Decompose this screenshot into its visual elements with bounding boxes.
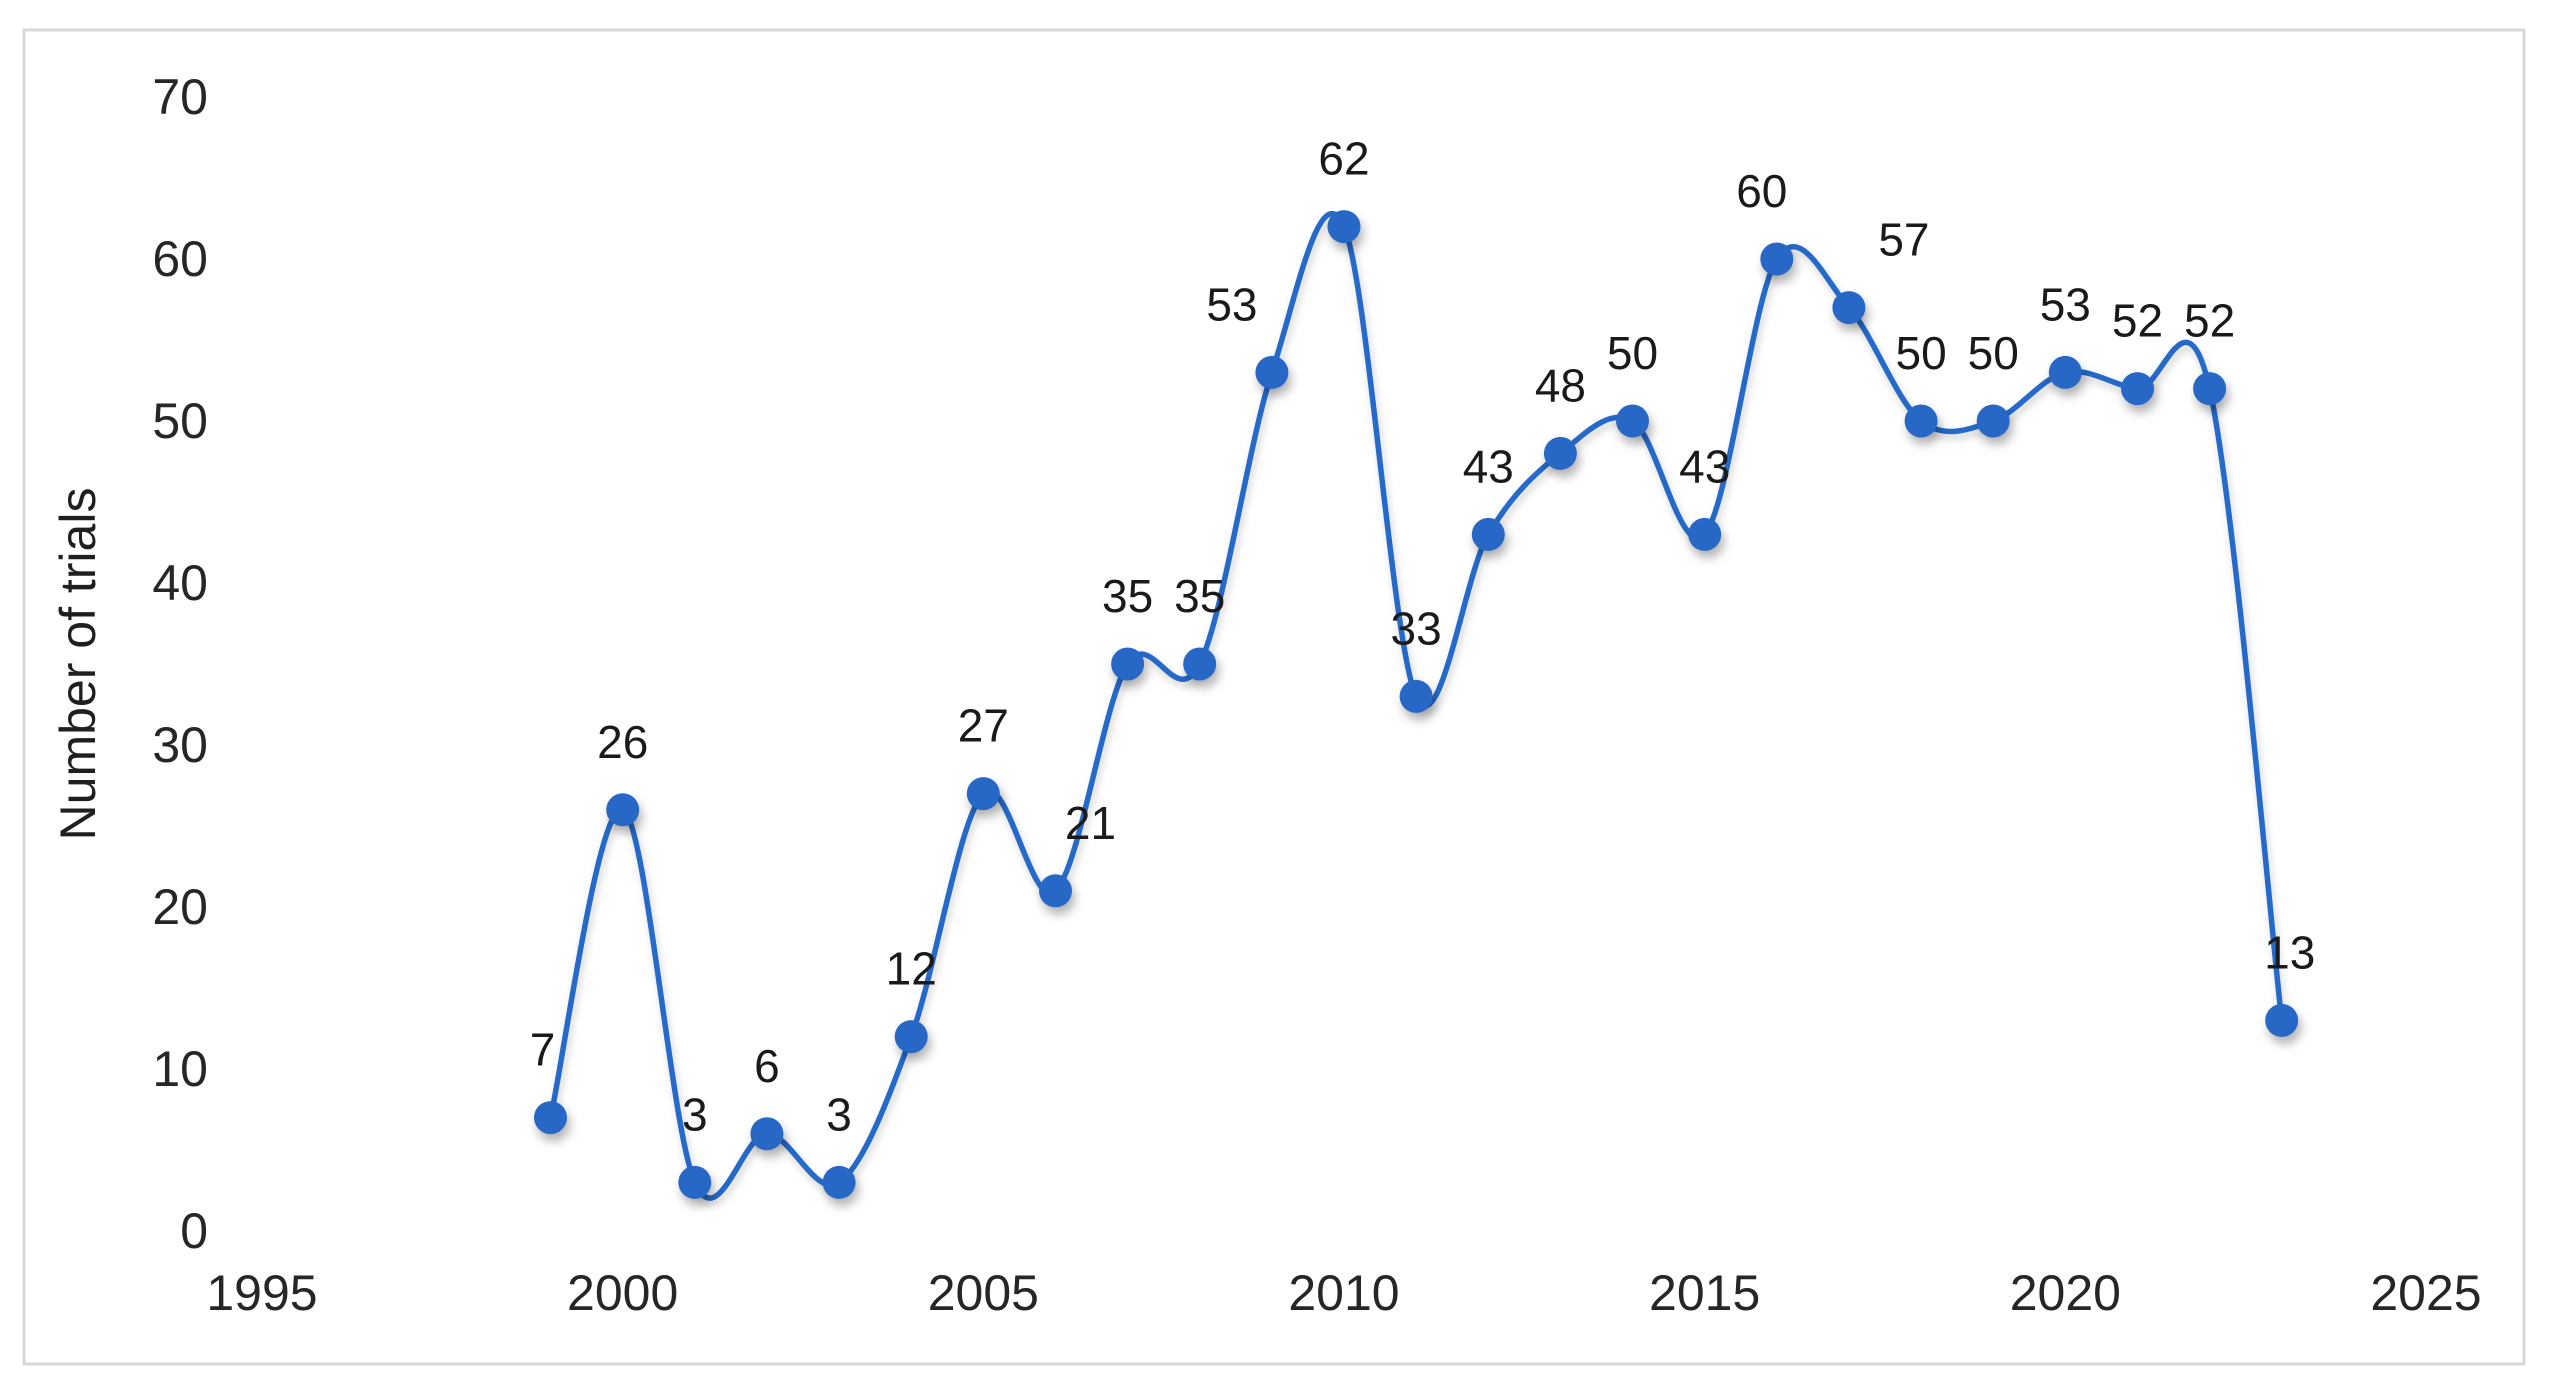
data-point-label: 60 <box>1736 165 1787 217</box>
data-point-marker <box>1399 679 1433 713</box>
data-point-marker <box>1616 404 1649 438</box>
data-point-label: 3 <box>826 1088 852 1140</box>
data-point-marker <box>1039 874 1072 908</box>
data-point-label: 26 <box>597 716 648 768</box>
data-point-label: 53 <box>2040 278 2091 330</box>
data-point-marker <box>1760 242 1794 276</box>
y-tick-label: 20 <box>152 879 208 935</box>
y-tick-label: 70 <box>152 69 208 125</box>
data-point-label: 21 <box>1065 797 1116 849</box>
x-tick-label: 2000 <box>567 1265 678 1321</box>
data-point-label: 35 <box>1174 570 1225 622</box>
data-point-label: 3 <box>682 1088 708 1140</box>
data-point-label: 6 <box>754 1040 780 1092</box>
data-point-marker <box>1832 291 1866 325</box>
data-point-label: 52 <box>2112 295 2163 347</box>
data-point-marker <box>1688 517 1722 551</box>
data-point-label: 50 <box>1896 327 1947 379</box>
data-point-label: 52 <box>2184 295 2235 347</box>
data-point-label: 33 <box>1391 602 1442 654</box>
data-point-label: 57 <box>1878 214 1929 266</box>
data-point-label: 48 <box>1535 359 1586 411</box>
x-tick-label: 2020 <box>2010 1265 2121 1321</box>
data-point-marker <box>1976 404 2010 438</box>
data-point-label: 13 <box>2264 926 2315 978</box>
data-point-label: 43 <box>1679 440 1730 492</box>
y-tick-label: 10 <box>152 1041 208 1097</box>
chart-area-border <box>22 28 2526 1366</box>
data-point-marker <box>678 1165 712 1199</box>
y-axis-title: Number of trials <box>50 488 106 841</box>
data-point-label: 50 <box>1968 327 2019 379</box>
data-point-marker <box>2048 355 2082 389</box>
data-point-marker <box>1471 517 1505 551</box>
y-axis-tick-labels: 0 10 20 30 40 50 60 70 <box>152 69 208 1259</box>
y-tick-label: 60 <box>152 231 208 287</box>
data-point-marker <box>894 1020 928 1054</box>
y-tick-label: 30 <box>152 717 208 773</box>
data-point-marker <box>966 777 1000 811</box>
x-tick-label: 2010 <box>1288 1265 1399 1321</box>
x-tick-label: 1995 <box>206 1265 317 1321</box>
data-point-label: 43 <box>1463 440 1514 492</box>
data-point-marker <box>1543 436 1577 470</box>
data-point-labels: 7 26 363 12 27 21 35 35 53 62 33 43 48 50 43 60 57 50 50 53… <box>530 133 2316 1141</box>
data-point-label: 50 <box>1607 327 1658 379</box>
data-point-label: 12 <box>886 943 937 995</box>
data-point-label: 62 <box>1318 133 1369 185</box>
x-axis-tick-labels: 1995 2000 2005 2010 2015 2020 2025 <box>206 1265 2481 1321</box>
data-point-marker <box>2265 1003 2299 1037</box>
x-tick-label: 2005 <box>928 1265 1039 1321</box>
data-point-marker <box>1111 647 1145 681</box>
data-point-marker <box>1183 647 1217 681</box>
data-point-marker <box>2121 372 2154 406</box>
data-point-label: 27 <box>958 700 1009 752</box>
data-point-marker <box>750 1117 784 1151</box>
x-tick-label: 2025 <box>2370 1265 2481 1321</box>
y-tick-label: 50 <box>152 393 208 449</box>
data-point-label: 35 <box>1102 570 1153 622</box>
data-point-marker <box>1327 210 1361 244</box>
data-point-marker <box>1255 355 1289 389</box>
y-tick-label: 0 <box>180 1203 208 1259</box>
data-point-marker <box>534 1101 567 1135</box>
data-point-marker <box>2193 372 2227 406</box>
data-point-marker <box>1904 404 1938 438</box>
data-point-marker <box>606 793 640 827</box>
data-point-marker <box>822 1165 856 1199</box>
y-tick-label: 40 <box>152 555 208 611</box>
series-markers <box>534 210 2299 1199</box>
x-tick-label: 2015 <box>1649 1265 1760 1321</box>
data-point-label: 53 <box>1206 278 1257 330</box>
data-point-label: 7 <box>530 1024 556 1076</box>
